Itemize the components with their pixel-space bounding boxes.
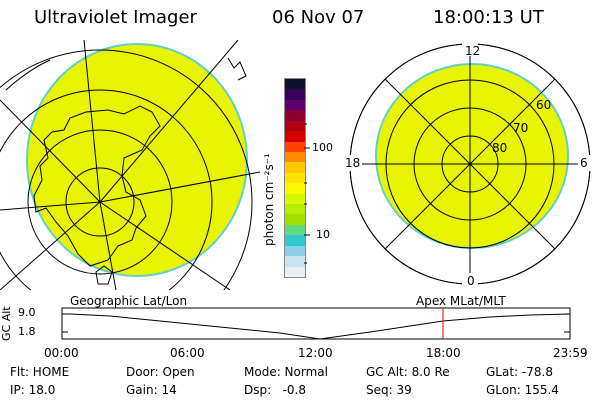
filter-status: Flt: HOME — [10, 365, 70, 379]
polar-mlt-plot — [342, 42, 592, 287]
colorbar-swatch — [285, 79, 305, 90]
colorbar-swatch — [285, 131, 305, 142]
color-scale-bar — [284, 78, 306, 278]
colorbar-swatch — [285, 141, 305, 152]
glat-status: GLat: -78.8 — [486, 365, 553, 379]
door-status: Door: Open — [126, 365, 195, 379]
mlat-label-60: 60 — [536, 98, 552, 112]
mode-status: Mode: Normal — [244, 365, 328, 379]
latitude-rings — [0, 49, 253, 290]
coast-fragment — [227, 57, 247, 81]
gc-alt-status: GC Alt: 8.0 Re — [366, 365, 450, 379]
colorbar-swatch — [285, 266, 305, 278]
colorbar-swatch — [285, 183, 305, 194]
timeline-xtick-1: 06:00 — [170, 346, 205, 360]
colorbar-swatch — [285, 151, 305, 163]
island-outline — [95, 265, 113, 285]
colorbar-swatch — [285, 172, 305, 184]
time-label: 18:00:13 UT — [433, 7, 544, 28]
timeline-ytick-high: 9.0 — [18, 306, 36, 319]
colorbar-swatch — [285, 245, 305, 257]
colorbar-swatch — [285, 162, 305, 173]
colorbar-swatch — [285, 214, 305, 225]
colorbar-swatch — [285, 193, 305, 205]
timeline-right-label: Apex MLat/MLT — [416, 294, 506, 308]
colorbar-swatch — [285, 235, 305, 246]
meridian-lines — [0, 40, 260, 290]
polar-label-right: 6 — [580, 156, 588, 170]
mlt-lines — [350, 44, 590, 284]
date-label: 06 Nov 07 — [272, 7, 365, 28]
gain-status: Gain: 14 — [126, 383, 177, 397]
colorbar-swatch — [285, 110, 305, 121]
coast-fragment-2 — [5, 59, 51, 91]
colorbar-swatch — [285, 204, 305, 215]
instrument-title: Ultraviolet Imager — [34, 7, 197, 28]
timeline-xtick-4: 23:59 — [553, 346, 588, 360]
colorbar-swatch — [285, 120, 305, 132]
colorbar-tick-100: 100 — [312, 141, 333, 154]
polar-label-top: 12 — [465, 44, 481, 58]
seq-status: Seq: 39 — [366, 383, 412, 397]
geographic-map — [0, 40, 260, 290]
colorbar-tick-10: 10 — [316, 228, 330, 241]
ip-status: IP: 18.0 — [10, 383, 56, 397]
polar-label-left: 18 — [345, 156, 361, 170]
aurora-disk — [26, 43, 248, 277]
colorbar-swatch — [285, 224, 305, 236]
colorbar-swatch — [285, 256, 305, 267]
polar-label-bottom: 0 — [467, 274, 475, 288]
mlat-label-80: 80 — [492, 141, 508, 155]
timeline-xtick-2: 12:00 — [298, 346, 333, 360]
dsp-status: Dsp: -0.8 — [244, 383, 307, 397]
colorbar-swatch — [285, 99, 305, 111]
timeline-xtick-0: 00:00 — [44, 346, 79, 360]
gc-alt-curve — [62, 313, 571, 340]
timeline-plot — [61, 307, 571, 340]
colorbar-unit-label: photon cm⁻²s⁻¹ — [262, 153, 276, 246]
mlat-label-70: 70 — [513, 121, 529, 135]
colorbar-ticks — [304, 123, 310, 264]
timeline-frame — [61, 307, 571, 340]
colorbar-swatch — [285, 89, 305, 100]
timeline-y-axis-label: GC Alt — [0, 306, 13, 341]
timeline-xtick-3: 18:00 — [426, 346, 461, 360]
timeline-ytick-low: 1.8 — [18, 325, 36, 338]
timeline-left-label: Geographic Lat/Lon — [70, 294, 188, 308]
glon-status: GLon: 155.4 — [486, 383, 559, 397]
